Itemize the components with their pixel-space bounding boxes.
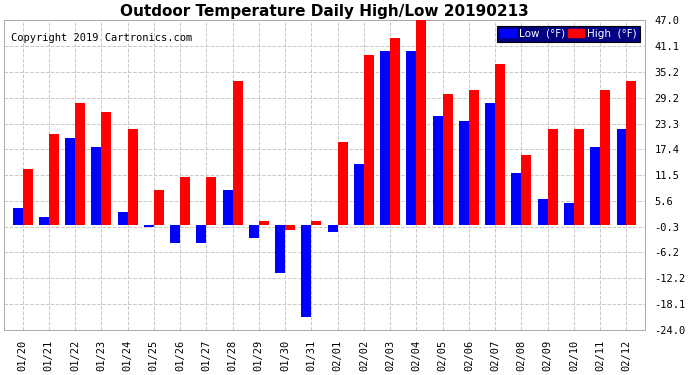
Legend: Low  (°F), High  (°F): Low (°F), High (°F) xyxy=(497,26,640,42)
Bar xyxy=(469,90,479,225)
Bar xyxy=(117,212,128,225)
Bar xyxy=(65,138,75,225)
Bar xyxy=(170,225,180,243)
Bar xyxy=(417,16,426,225)
Bar xyxy=(233,81,243,225)
Bar xyxy=(197,225,206,243)
Bar xyxy=(522,156,531,225)
Bar xyxy=(206,177,217,225)
Bar xyxy=(459,121,469,225)
Bar xyxy=(354,164,364,225)
Bar xyxy=(616,129,627,225)
Bar xyxy=(406,51,417,225)
Bar xyxy=(249,225,259,238)
Bar xyxy=(600,90,610,225)
Bar xyxy=(180,177,190,225)
Bar xyxy=(574,129,584,225)
Bar xyxy=(302,225,311,317)
Bar xyxy=(154,190,164,225)
Bar xyxy=(23,168,32,225)
Bar xyxy=(511,173,522,225)
Bar xyxy=(49,134,59,225)
Bar xyxy=(275,225,285,273)
Bar xyxy=(548,129,558,225)
Text: Copyright 2019 Cartronics.com: Copyright 2019 Cartronics.com xyxy=(10,33,192,43)
Bar xyxy=(627,81,636,225)
Bar xyxy=(590,147,600,225)
Bar xyxy=(75,103,85,225)
Bar xyxy=(223,190,233,225)
Bar xyxy=(485,103,495,225)
Bar xyxy=(144,225,154,227)
Bar xyxy=(433,116,443,225)
Bar xyxy=(101,112,111,225)
Bar xyxy=(443,94,453,225)
Bar xyxy=(380,51,390,225)
Bar xyxy=(285,225,295,230)
Bar xyxy=(564,203,574,225)
Bar xyxy=(328,225,337,232)
Bar xyxy=(495,64,505,225)
Bar xyxy=(390,38,400,225)
Bar xyxy=(128,129,137,225)
Bar xyxy=(538,199,548,225)
Title: Outdoor Temperature Daily High/Low 20190213: Outdoor Temperature Daily High/Low 20190… xyxy=(120,4,529,19)
Bar xyxy=(311,221,322,225)
Bar xyxy=(259,221,269,225)
Bar xyxy=(12,208,23,225)
Bar xyxy=(364,55,374,225)
Bar xyxy=(39,216,49,225)
Bar xyxy=(91,147,101,225)
Bar xyxy=(337,142,348,225)
